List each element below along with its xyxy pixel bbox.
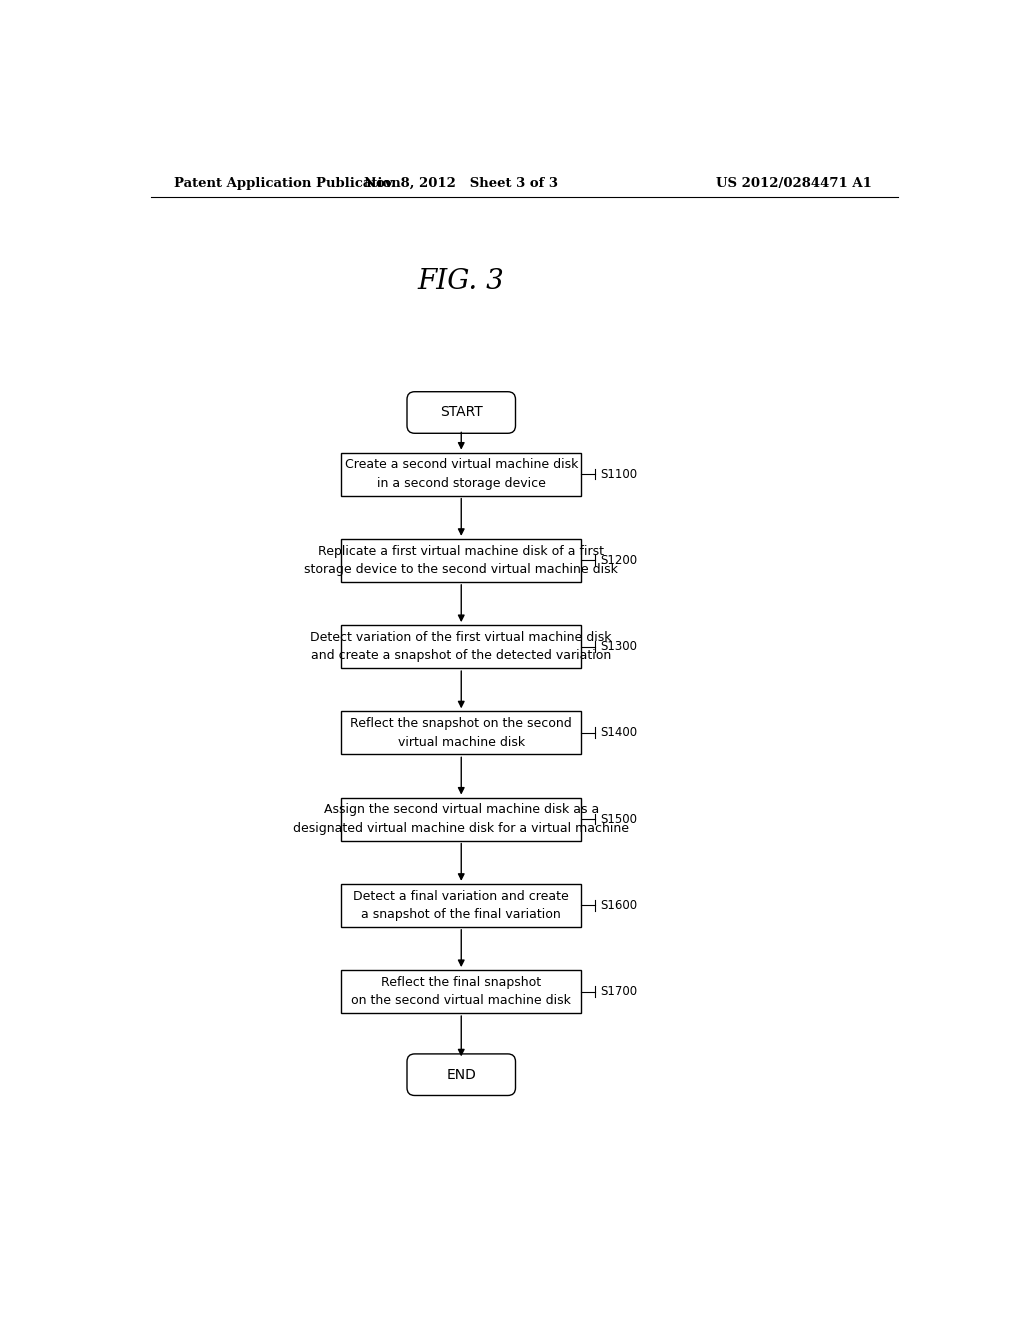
Text: Patent Application Publication: Patent Application Publication [174, 177, 401, 190]
FancyBboxPatch shape [341, 626, 582, 668]
Text: END: END [446, 1068, 476, 1081]
Text: S1200: S1200 [600, 554, 637, 566]
FancyBboxPatch shape [341, 797, 582, 841]
Text: Reflect the snapshot on the second
virtual machine disk: Reflect the snapshot on the second virtu… [350, 717, 572, 748]
FancyBboxPatch shape [407, 392, 515, 433]
Text: S1400: S1400 [600, 726, 637, 739]
Text: START: START [440, 405, 482, 420]
Text: S1600: S1600 [600, 899, 637, 912]
Text: Assign the second virtual machine disk as a
designated virtual machine disk for : Assign the second virtual machine disk a… [293, 804, 630, 834]
FancyBboxPatch shape [341, 453, 582, 496]
Text: Replicate a first virtual machine disk of a first
storage device to the second v: Replicate a first virtual machine disk o… [304, 545, 618, 576]
Text: Reflect the final snapshot
on the second virtual machine disk: Reflect the final snapshot on the second… [351, 975, 571, 1007]
Text: US 2012/0284471 A1: US 2012/0284471 A1 [716, 177, 872, 190]
Text: S1100: S1100 [600, 467, 637, 480]
FancyBboxPatch shape [341, 539, 582, 582]
Text: Nov. 8, 2012   Sheet 3 of 3: Nov. 8, 2012 Sheet 3 of 3 [365, 177, 558, 190]
Text: S1300: S1300 [600, 640, 637, 653]
FancyBboxPatch shape [341, 970, 582, 1014]
Text: S1700: S1700 [600, 985, 637, 998]
Text: Detect variation of the first virtual machine disk
and create a snapshot of the : Detect variation of the first virtual ma… [310, 631, 612, 663]
Text: FIG. 3: FIG. 3 [418, 268, 505, 296]
Text: Detect a final variation and create
a snapshot of the final variation: Detect a final variation and create a sn… [353, 890, 569, 921]
FancyBboxPatch shape [407, 1053, 515, 1096]
FancyBboxPatch shape [341, 884, 582, 927]
Text: Create a second virtual machine disk
in a second storage device: Create a second virtual machine disk in … [344, 458, 578, 490]
FancyBboxPatch shape [341, 711, 582, 755]
Text: S1500: S1500 [600, 813, 637, 825]
